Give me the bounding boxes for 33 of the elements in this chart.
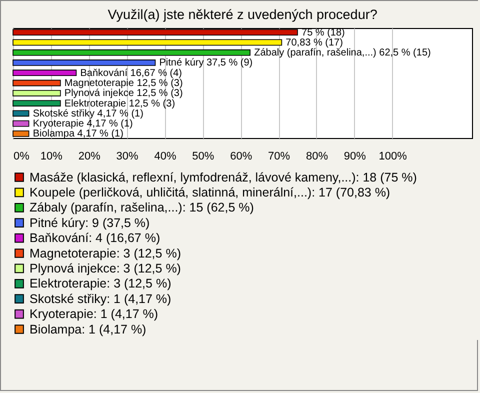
legend-label: Magnetoterapie: 3 (12,5 %) xyxy=(30,246,181,260)
x-tick-label: 40% xyxy=(154,150,176,162)
legend-label: Zábaly (parafín, rašelina,...): 15 (62,5 %) xyxy=(30,200,254,215)
legend-label: Koupele (perličková, uhličitá, slatinná, minerální,...): 17 (70,83 %) xyxy=(30,185,390,200)
data-label: Baňkování 16,67 % (4) xyxy=(80,68,182,79)
x-tick-label: 50% xyxy=(192,150,214,162)
data-label: Zábaly (parafín, rašelina,...) 62,5 % (15) xyxy=(254,48,431,59)
x-tick-label: 60% xyxy=(230,150,252,162)
chart-title: Využil(a) jste některé z uvedených procedur? xyxy=(108,6,378,22)
legend-label: Kryoterapie: 1 (4,17 %) xyxy=(30,307,158,322)
x-tick-label: 20% xyxy=(78,150,101,162)
data-label: 70,83 % (17) xyxy=(286,37,343,48)
data-label: Pitné kúry 37,5 % (9) xyxy=(159,58,253,69)
data-label: Skotské střiky 4,17 % (1) xyxy=(32,108,144,120)
legend-label: Plynová injekce: 3 (12,5 %) xyxy=(30,261,181,276)
x-tick-label: 30% xyxy=(116,150,139,162)
data-label: Plynová injekce 12,5 % (3) xyxy=(64,88,183,100)
legend-label: Pitné kúry: 9 (37,5 %) xyxy=(30,216,150,230)
legend-label: Elektroterapie: 3 (12,5 %) xyxy=(30,276,172,291)
data-label: Elektroterapie 12,5 % (3) xyxy=(64,98,176,110)
data-label: Magnetoterapie 12,5 % (3) xyxy=(64,78,183,89)
data-label: Biolampa 4,17 % (1) xyxy=(32,128,124,140)
legend-label: Baňkování: 4 (16,67 %) xyxy=(30,231,160,246)
legend-label: Biolampa: 1 (4,17 %) xyxy=(30,322,146,336)
x-tick-label: 70% xyxy=(268,150,290,162)
x-tick-label: 100% xyxy=(378,150,408,162)
x-tick-label: 90% xyxy=(344,150,366,162)
x-tick-label: 0% xyxy=(14,150,30,162)
legend-label: Masáže (klasická, reflexní, lymfodrenáž, lávové kameny,...): 18 (75 %) xyxy=(30,170,417,184)
x-tick-label: 10% xyxy=(40,150,63,162)
data-label: Kryoterapie 4,17 % (1) xyxy=(32,118,133,130)
legend-label: Skotské střiky: 1 (4,17 %) xyxy=(30,292,172,306)
x-tick-label: 80% xyxy=(306,150,328,162)
